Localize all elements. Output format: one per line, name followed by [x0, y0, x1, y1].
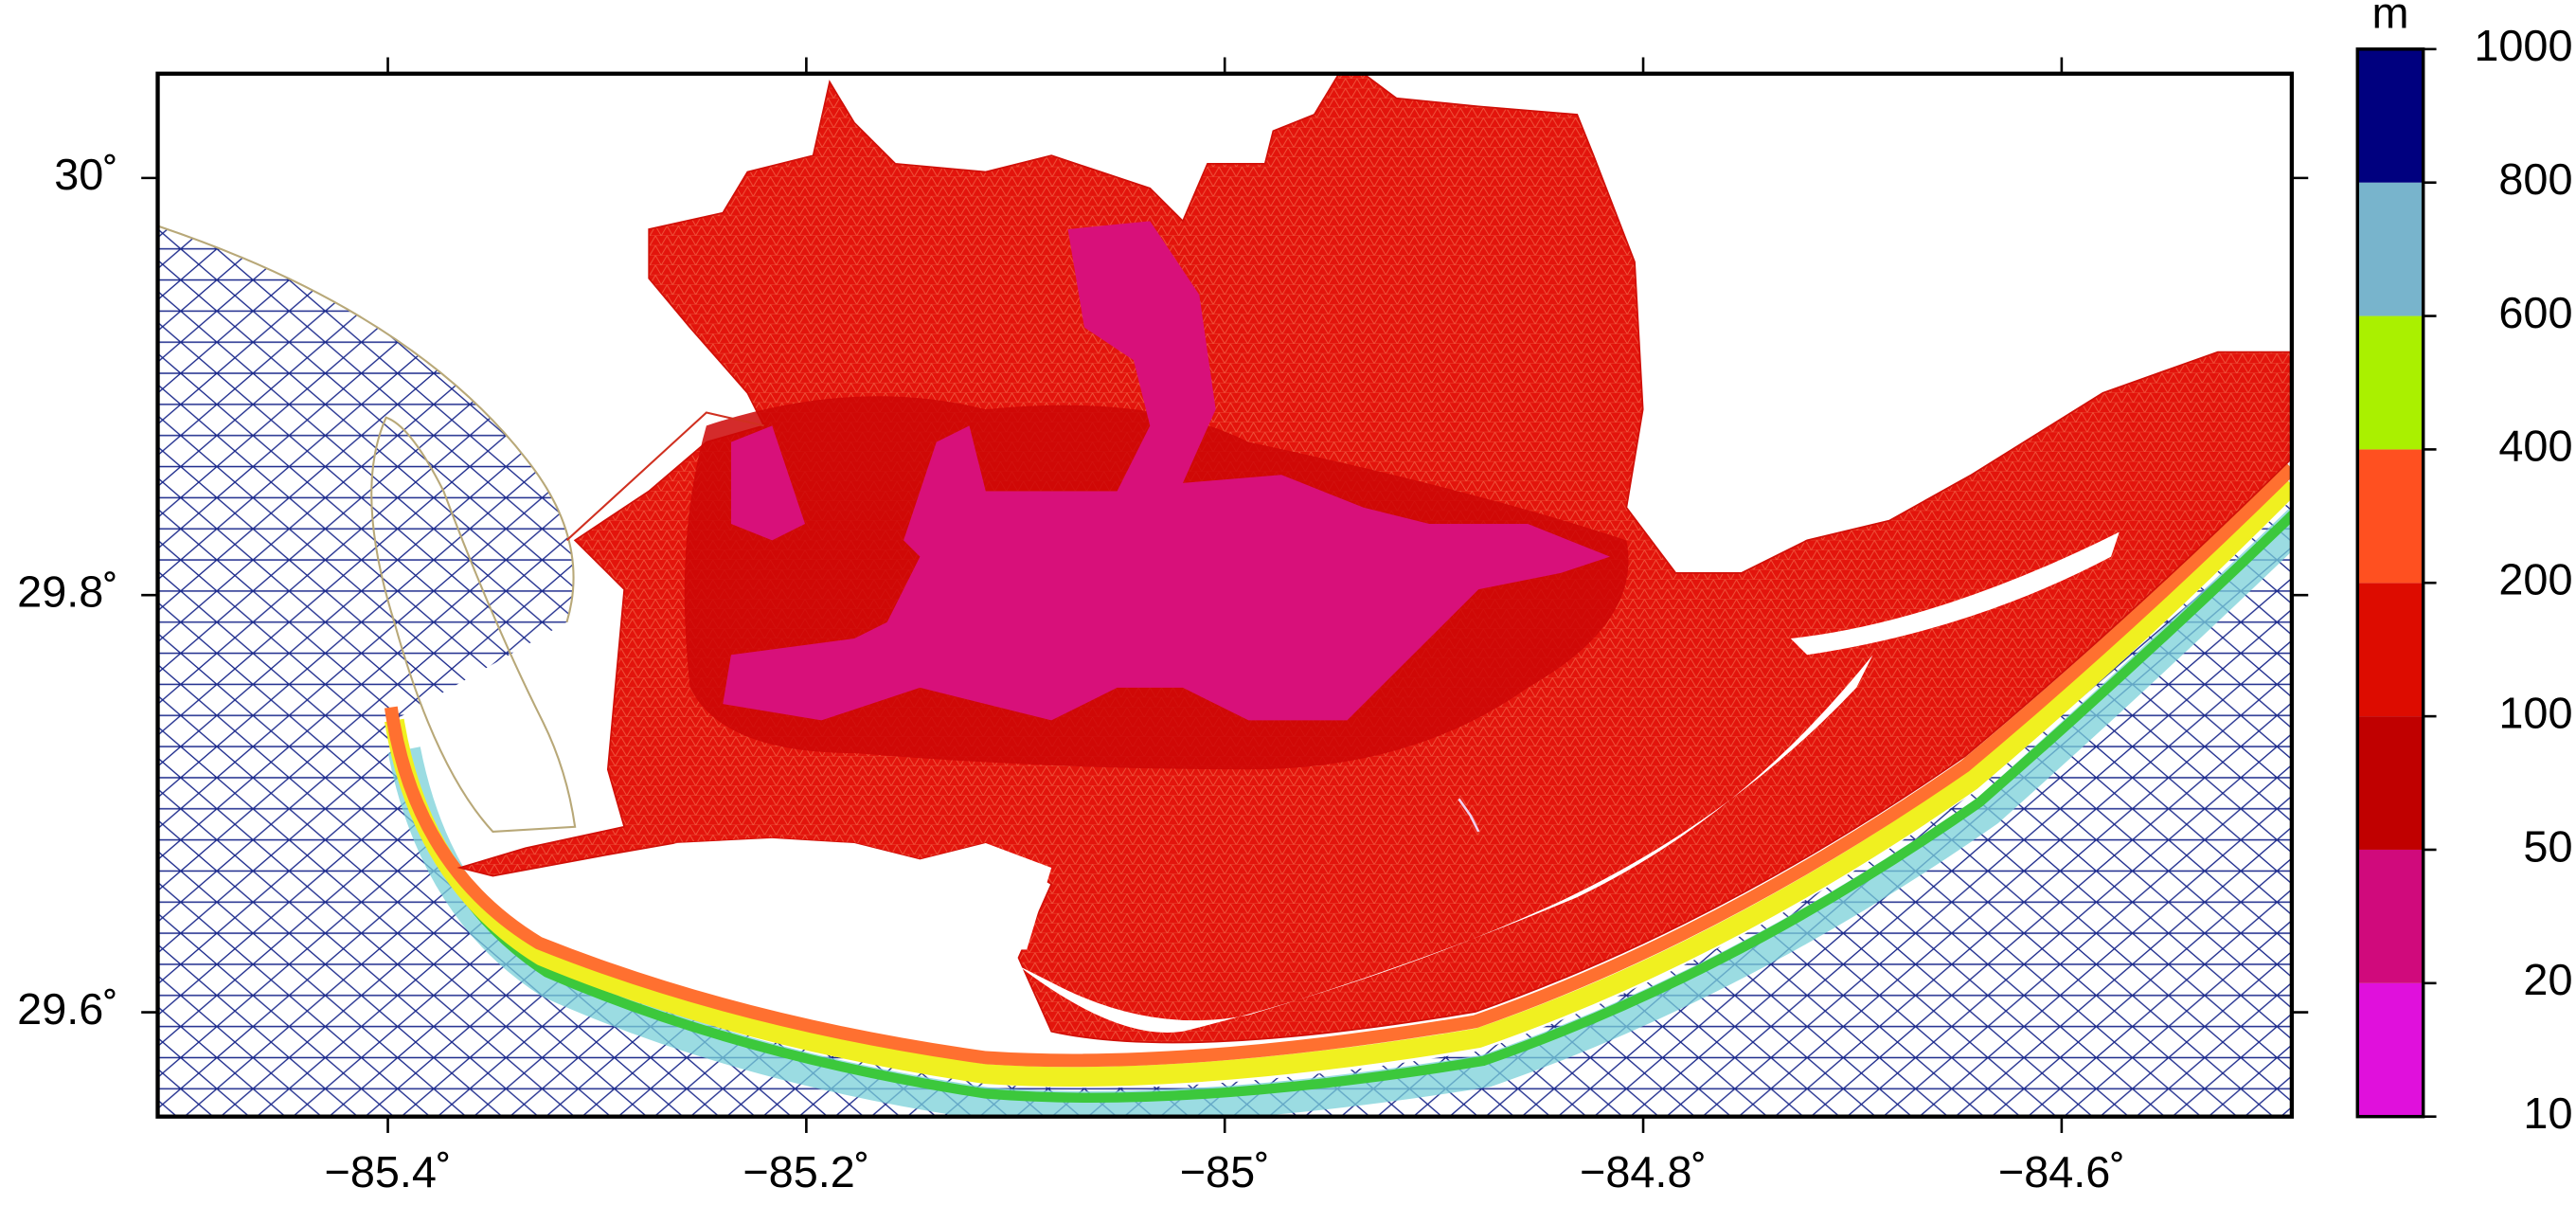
shelf-band-green: [396, 509, 2292, 1103]
x-tick-label: −84.6˚: [1998, 1147, 2125, 1196]
bay-water: [673, 531, 2120, 1034]
colorbar-label: 800: [2498, 154, 2572, 204]
jetty-line: [565, 411, 764, 542]
river-channel: [1458, 798, 1480, 833]
colorbar-label: 1000: [2474, 21, 2572, 70]
x-tick-label: −85˚: [1180, 1147, 1270, 1196]
shallow-area: [723, 221, 1610, 721]
colorbar-class: [2357, 982, 2424, 1117]
colorbar-label: 20: [2523, 955, 2572, 1004]
colorbar-class: [2357, 48, 2424, 183]
x-tick-label: −85.4˚: [325, 1147, 452, 1196]
colorbar-class: [2357, 449, 2424, 584]
map-area: [157, 73, 2292, 1117]
colorbar-class: [2357, 315, 2424, 450]
y-tick-label: 29.6˚: [17, 984, 118, 1034]
x-tick-label: −84.8˚: [1580, 1147, 1707, 1196]
colorbar-unit: m: [2371, 0, 2408, 38]
open-water-mesh: [157, 225, 2292, 1117]
colorbar-label: 50: [2523, 821, 2572, 871]
colorbar-label: 200: [2498, 555, 2572, 604]
shelf-band-yellow: [385, 477, 2292, 1088]
colorbar-class: [2357, 849, 2424, 983]
peninsula-outline: [157, 225, 577, 834]
colorbar-label: 100: [2498, 689, 2572, 738]
shelf-band-cyan: [387, 509, 2292, 1117]
colorbar-class: [2357, 182, 2424, 316]
x-tick-label: −85.2˚: [742, 1147, 869, 1196]
colorbar-label: 400: [2498, 422, 2572, 471]
y-tick-label: 30˚: [54, 150, 118, 199]
colorbar-class: [2357, 583, 2424, 717]
colorbar-class: [2357, 716, 2424, 850]
colorbar-label: 600: [2498, 288, 2572, 337]
shelf-band-orange: [384, 463, 2292, 1068]
colorbar-label: 10: [2523, 1088, 2572, 1138]
y-tick-label: 29.8˚: [17, 567, 118, 617]
